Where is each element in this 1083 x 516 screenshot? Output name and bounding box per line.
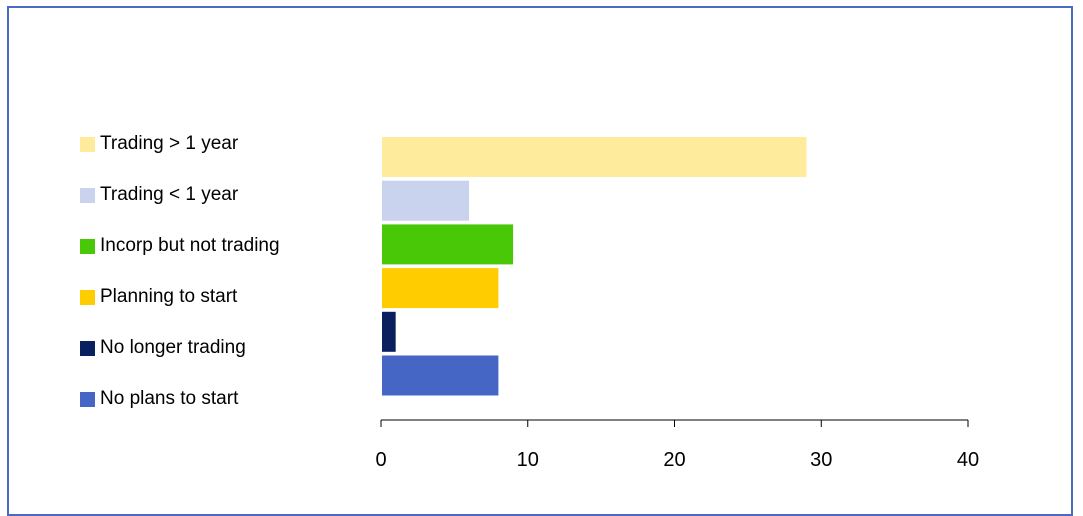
legend-label: Planning to start bbox=[100, 286, 238, 307]
x-tick-label: 40 bbox=[957, 449, 979, 471]
legend-item-no-longer-trading: No longer trading bbox=[80, 335, 246, 361]
x-tick-label: 0 bbox=[375, 449, 386, 471]
x-tick-label: 30 bbox=[810, 449, 832, 471]
bars-group bbox=[382, 137, 807, 396]
bar-trading-1-year bbox=[382, 137, 807, 177]
x-tick-label: 10 bbox=[517, 449, 539, 471]
legend-swatch bbox=[80, 238, 95, 254]
bar-no-longer-trading bbox=[382, 311, 396, 352]
legend-item-no-plans-to-start: No plans to start bbox=[80, 386, 238, 412]
legend-label: No plans to start bbox=[100, 388, 239, 409]
legend-swatch bbox=[80, 187, 95, 203]
x-axis: 0 10 20 30 40 bbox=[375, 419, 979, 471]
legend-swatch bbox=[80, 289, 95, 305]
legend-item-trading-1-year: Trading > 1 year bbox=[80, 131, 238, 157]
chart-frame bbox=[7, 6, 1073, 516]
legend-swatch bbox=[80, 136, 95, 152]
legend-item-planning-to-start: Planning to start bbox=[80, 284, 237, 310]
legend-label: Trading > 1 year bbox=[100, 133, 239, 154]
bar-no-plans-to-start bbox=[382, 355, 499, 396]
bar-trading-1-year bbox=[382, 180, 470, 221]
x-tick-label: 20 bbox=[663, 449, 685, 471]
legend-label: Trading < 1 year bbox=[100, 184, 239, 205]
legend-swatch bbox=[80, 340, 95, 356]
legend-label: No longer trading bbox=[100, 337, 246, 358]
legend-label: Incorp but not trading bbox=[100, 235, 280, 256]
legend-item-trading-1-year: Trading < 1 year bbox=[80, 182, 238, 208]
legend-item-incorp-but-not-trading: Incorp but not trading bbox=[80, 233, 280, 259]
bar-incorp-but-not-trading bbox=[382, 224, 514, 265]
legend-swatch bbox=[80, 391, 95, 407]
bar-planning-to-start bbox=[382, 268, 499, 309]
